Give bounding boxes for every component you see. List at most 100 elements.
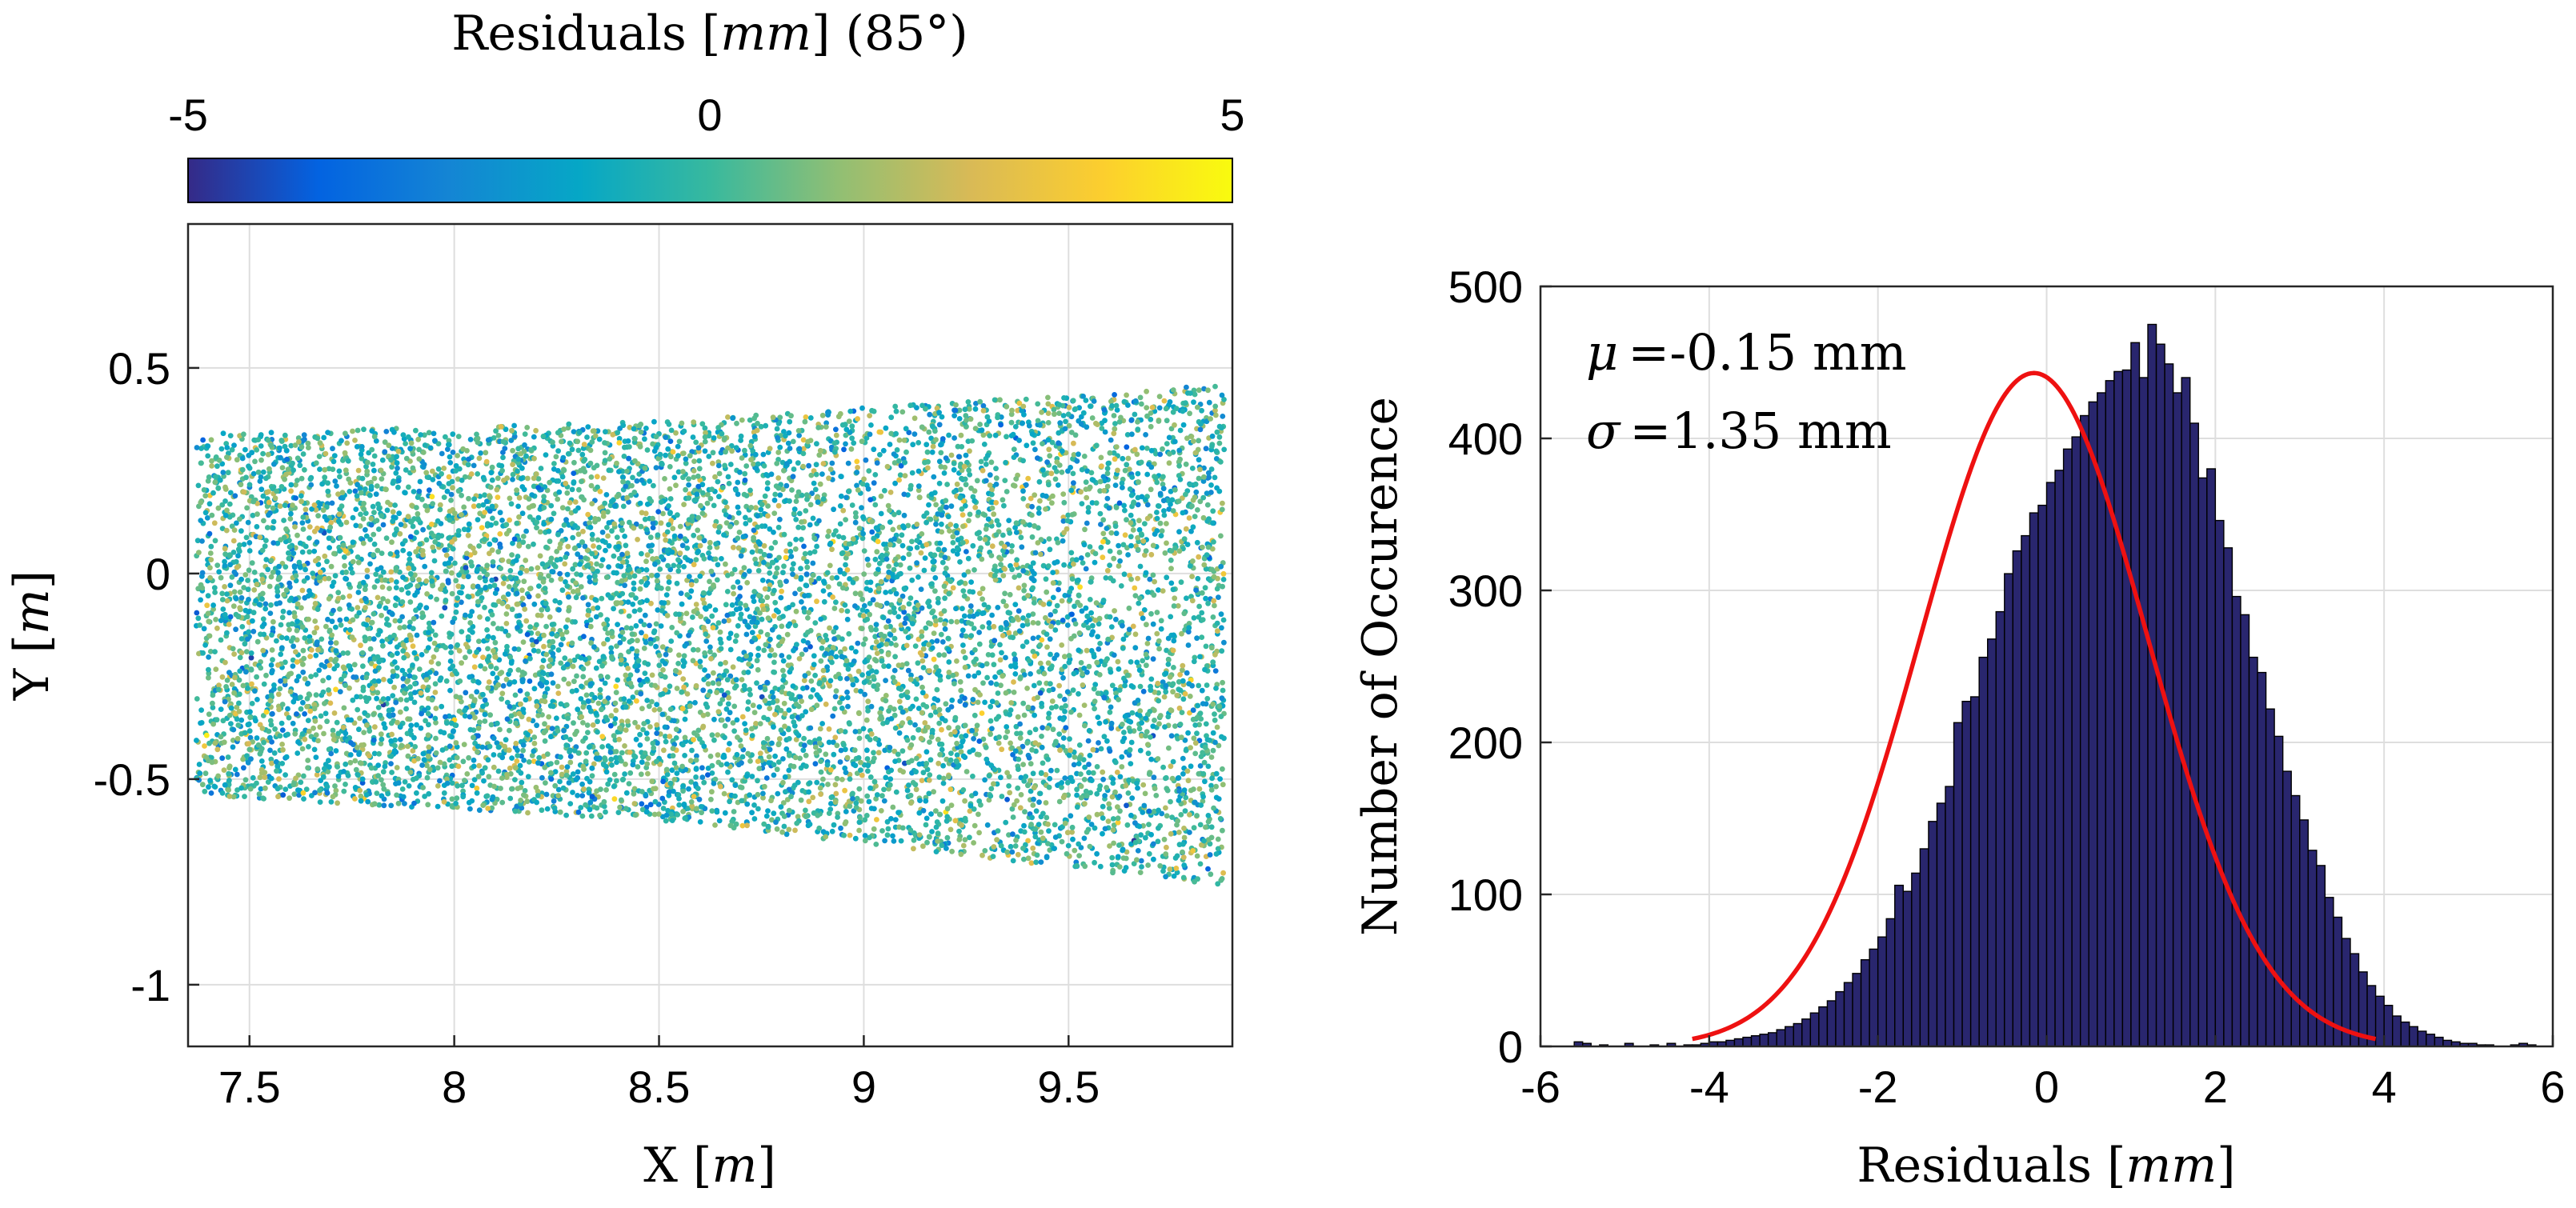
- scatter-point: [477, 574, 483, 581]
- scatter-point: [507, 667, 513, 674]
- scatter-point: [939, 726, 944, 733]
- scatter-point: [1060, 514, 1067, 520]
- scatter-point: [959, 606, 965, 612]
- scatter-point: [253, 598, 258, 604]
- scatter-point: [866, 468, 872, 474]
- scatter-point: [893, 430, 899, 437]
- scatter-point: [1128, 534, 1134, 540]
- scatter-point: [1066, 752, 1072, 758]
- scatter-point: [632, 812, 639, 818]
- scatter-point: [901, 491, 907, 498]
- scatter-point: [850, 682, 856, 688]
- scatter-point: [738, 438, 743, 443]
- scatter-point: [278, 634, 285, 641]
- scatter-point: [380, 769, 387, 775]
- scatter-point: [738, 743, 744, 749]
- scatter-point: [416, 666, 423, 672]
- scatter-point: [328, 563, 335, 570]
- scatter-point: [449, 590, 455, 597]
- scatter-point: [588, 640, 594, 646]
- scatter-point: [1088, 648, 1095, 654]
- scatter-point: [1061, 696, 1068, 702]
- scatter-point: [913, 696, 919, 702]
- scatter-point: [787, 418, 793, 425]
- scatter-point: [900, 605, 907, 610]
- scatter-point: [578, 805, 584, 810]
- scatter-point: [210, 602, 216, 608]
- scatter-point: [744, 801, 751, 807]
- scatter-point: [332, 573, 339, 579]
- scatter-point: [1076, 853, 1082, 858]
- scatter-point: [1168, 557, 1174, 563]
- scatter-point: [1140, 688, 1147, 694]
- scatter-point: [1144, 446, 1150, 451]
- scatter-point: [555, 496, 561, 502]
- scatter-point: [1143, 834, 1148, 841]
- scatter-point: [691, 532, 697, 538]
- scatter-point: [492, 590, 499, 596]
- scatter-point: [699, 765, 705, 771]
- scatter-point: [1065, 512, 1072, 518]
- scatter-point: [963, 633, 969, 639]
- scatter-point: [871, 674, 876, 680]
- scatter-point: [1036, 669, 1042, 674]
- scatter-point: [801, 678, 807, 683]
- scatter-point: [1110, 827, 1116, 833]
- scatter-point: [408, 440, 415, 446]
- scatter-point: [482, 697, 488, 703]
- scatter-point: [1184, 384, 1189, 390]
- scatter-point: [596, 436, 603, 442]
- scatter-point: [1109, 794, 1116, 800]
- scatter-point: [1221, 446, 1228, 453]
- scatter-point: [575, 769, 581, 775]
- scatter-point: [370, 503, 376, 510]
- scatter-point: [1185, 642, 1192, 648]
- scatter-point: [1008, 419, 1015, 426]
- scatter-point: [399, 667, 406, 674]
- scatter-point: [1092, 550, 1099, 557]
- scatter-point: [1016, 766, 1021, 772]
- scatter-point: [394, 454, 399, 460]
- scatter-point: [374, 518, 380, 524]
- scatter-point: [246, 567, 252, 574]
- scatter-point: [372, 724, 378, 730]
- scatter-point: [432, 632, 439, 638]
- scatter-point: [974, 478, 980, 484]
- scatter-point: [583, 555, 589, 561]
- scatter-point: [400, 794, 407, 800]
- scatter-point: [1185, 730, 1191, 736]
- scatter-point: [695, 548, 701, 554]
- scatter-point: [392, 602, 399, 609]
- scatter-point: [652, 561, 658, 567]
- scatter-point: [337, 606, 343, 612]
- scatter-point: [997, 642, 1003, 648]
- scatter-point: [1103, 718, 1108, 725]
- scatter-point: [300, 662, 306, 667]
- scatter-point: [998, 556, 1004, 562]
- scatter-point: [294, 455, 301, 462]
- scatter-point: [1180, 755, 1186, 762]
- scatter-point: [286, 795, 292, 802]
- scatter-point: [313, 652, 319, 658]
- scatter-point: [1118, 583, 1124, 589]
- scatter-point: [933, 824, 939, 830]
- scatter-point: [725, 769, 731, 775]
- scatter-point: [661, 747, 667, 754]
- scatter-point: [739, 417, 745, 423]
- scatter-point: [207, 778, 213, 783]
- scatter-point: [803, 558, 810, 565]
- scatter-point: [1064, 779, 1071, 786]
- scatter-point: [825, 584, 831, 590]
- scatter-point: [471, 503, 477, 510]
- scatter-point: [272, 726, 278, 732]
- scatter-point: [270, 710, 275, 717]
- scatter-point: [711, 502, 717, 509]
- scatter-point: [435, 518, 441, 524]
- scatter-point: [948, 802, 955, 808]
- scatter-point: [731, 566, 738, 573]
- scatter-point: [407, 619, 413, 626]
- scatter-point: [489, 612, 495, 618]
- scatter-point: [1128, 576, 1134, 582]
- colorbar-title: Residuals [mm] (85°): [451, 6, 968, 62]
- scatter-point: [559, 587, 566, 594]
